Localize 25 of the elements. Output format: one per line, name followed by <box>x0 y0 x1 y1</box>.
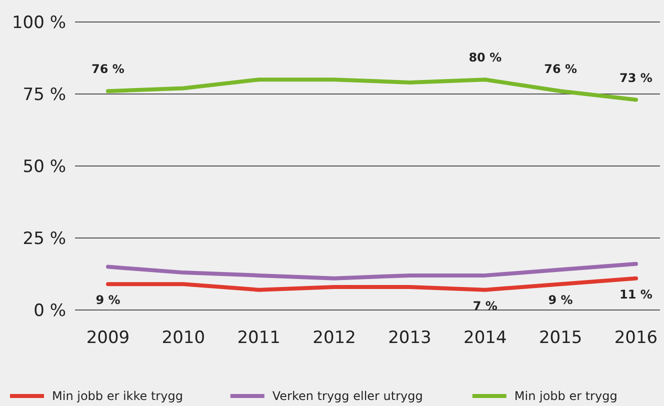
x-tick-label: 2014 <box>464 328 507 348</box>
legend-label: Verken trygg eller utrygg <box>272 389 423 403</box>
x-tick-label: 2016 <box>614 328 658 348</box>
data-label: 7 % <box>472 298 498 313</box>
y-tick-label: 100 % <box>12 13 66 33</box>
data-label: 9 % <box>548 293 573 308</box>
legend-label: Min jobb er trygg <box>514 389 618 403</box>
data-label: 76 % <box>92 62 124 76</box>
data-label: 80 % <box>468 50 502 65</box>
y-tick-label: 75 % <box>22 85 66 105</box>
legend-label: Min jobb er ikke trygg <box>52 389 183 403</box>
x-tick-label: 2012 <box>312 328 356 348</box>
x-tick-label: 2013 <box>388 328 432 348</box>
data-label: 9 % <box>96 293 120 308</box>
x-tick-label: 2015 <box>538 328 582 348</box>
y-tick-label: 50 % <box>22 157 66 177</box>
x-tick-label: 2010 <box>162 328 206 348</box>
data-label: 76 % <box>544 62 578 76</box>
x-tick-label: 2011 <box>237 328 280 348</box>
data-label: 11 % <box>620 287 652 302</box>
line-series <box>106 262 638 280</box>
y-tick-label: 0 % <box>34 301 66 321</box>
x-tick-label: 2009 <box>86 328 130 348</box>
y-tick-label: 25 % <box>22 229 66 249</box>
data-label: 73 % <box>620 70 652 85</box>
